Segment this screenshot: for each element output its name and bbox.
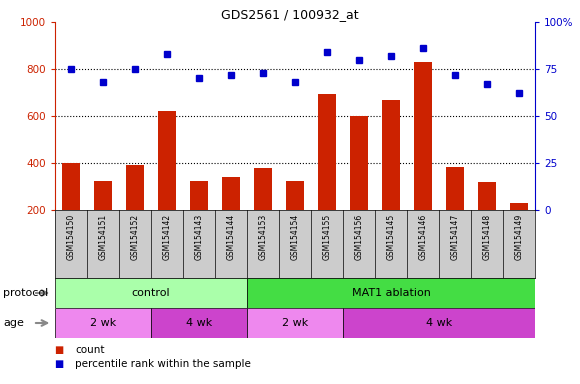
Bar — [158, 111, 176, 210]
Text: GSM154145: GSM154145 — [386, 214, 396, 260]
Text: protocol: protocol — [3, 288, 48, 298]
Text: 4 wk: 4 wk — [426, 318, 452, 328]
Text: control: control — [132, 288, 171, 298]
Text: GSM154142: GSM154142 — [162, 214, 172, 260]
Bar — [62, 163, 80, 210]
Text: age: age — [3, 318, 24, 328]
Text: GSM154150: GSM154150 — [67, 214, 75, 260]
Text: GSM154156: GSM154156 — [354, 214, 364, 260]
Bar — [222, 177, 240, 210]
Text: GSM154154: GSM154154 — [291, 214, 299, 260]
Bar — [247, 308, 343, 338]
Text: ■: ■ — [55, 345, 67, 355]
Bar — [254, 168, 272, 210]
Text: GSM154144: GSM154144 — [227, 214, 235, 260]
Text: 2 wk: 2 wk — [90, 318, 116, 328]
Bar — [151, 308, 247, 338]
Bar — [94, 180, 112, 210]
Text: 4 wk: 4 wk — [186, 318, 212, 328]
Text: count: count — [75, 345, 105, 355]
Text: GSM154147: GSM154147 — [451, 214, 459, 260]
Bar — [510, 203, 528, 210]
Bar — [286, 180, 304, 210]
Bar — [350, 116, 368, 210]
Bar — [55, 308, 151, 338]
Text: GSM154151: GSM154151 — [99, 214, 107, 260]
Text: GSM154148: GSM154148 — [483, 214, 491, 260]
Bar — [55, 278, 247, 308]
Bar — [190, 180, 208, 210]
Text: MAT1 ablation: MAT1 ablation — [351, 288, 430, 298]
Text: GSM154153: GSM154153 — [259, 214, 267, 260]
Text: percentile rank within the sample: percentile rank within the sample — [75, 359, 251, 369]
Bar — [126, 166, 144, 210]
Text: ■: ■ — [55, 359, 67, 369]
Text: GSM154155: GSM154155 — [322, 214, 332, 260]
Text: GDS2561 / 100932_at: GDS2561 / 100932_at — [221, 8, 359, 21]
Bar — [382, 99, 400, 210]
Text: GSM154146: GSM154146 — [419, 214, 427, 260]
Bar — [318, 94, 336, 210]
Bar — [446, 167, 464, 210]
Text: GSM154149: GSM154149 — [514, 214, 524, 260]
Bar — [247, 278, 535, 308]
Text: 2 wk: 2 wk — [282, 318, 308, 328]
Bar — [414, 62, 432, 210]
Text: GSM154152: GSM154152 — [130, 214, 140, 260]
Bar — [478, 182, 496, 210]
Text: GSM154143: GSM154143 — [194, 214, 204, 260]
Bar — [343, 308, 535, 338]
